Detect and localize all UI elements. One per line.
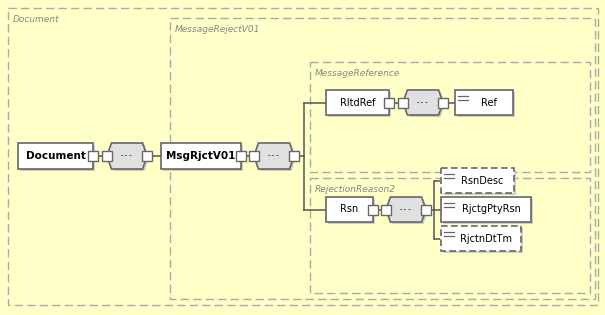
Bar (438, 98, 448, 107)
FancyBboxPatch shape (441, 226, 521, 251)
Polygon shape (386, 197, 426, 222)
FancyBboxPatch shape (163, 145, 243, 171)
FancyBboxPatch shape (328, 199, 375, 224)
FancyBboxPatch shape (161, 143, 241, 169)
Text: Rsn: Rsn (341, 204, 359, 215)
Polygon shape (256, 145, 296, 171)
Text: ---: --- (399, 205, 413, 214)
Polygon shape (109, 145, 149, 171)
Text: ---: --- (416, 98, 430, 107)
Bar (236, 151, 246, 161)
FancyBboxPatch shape (457, 92, 515, 117)
Text: Ref: Ref (481, 98, 497, 107)
Bar (249, 151, 259, 161)
FancyBboxPatch shape (328, 92, 391, 117)
Text: ---: --- (120, 152, 134, 161)
Bar (170, 18, 595, 299)
FancyBboxPatch shape (441, 168, 514, 193)
Bar (381, 204, 391, 215)
Polygon shape (107, 143, 147, 169)
FancyBboxPatch shape (443, 228, 523, 253)
Text: ---: --- (267, 152, 281, 161)
Bar (310, 62, 590, 172)
FancyBboxPatch shape (441, 197, 531, 222)
FancyBboxPatch shape (326, 197, 373, 222)
Bar (289, 151, 299, 161)
Text: RjctnDtTm: RjctnDtTm (460, 233, 512, 243)
FancyBboxPatch shape (443, 170, 516, 195)
Polygon shape (405, 92, 445, 117)
FancyBboxPatch shape (326, 90, 389, 115)
FancyBboxPatch shape (443, 199, 533, 224)
Bar (142, 151, 152, 161)
Bar (88, 151, 98, 161)
Bar (368, 204, 378, 215)
Text: MessageRejectV01: MessageRejectV01 (175, 25, 260, 33)
FancyBboxPatch shape (455, 90, 513, 115)
FancyBboxPatch shape (18, 143, 93, 169)
Text: RsnDesc: RsnDesc (461, 175, 504, 186)
Text: Document: Document (25, 151, 85, 161)
Bar (421, 204, 431, 215)
Bar (384, 98, 394, 107)
Text: Document: Document (13, 14, 60, 24)
Bar (102, 151, 112, 161)
Text: MessageReference: MessageReference (315, 68, 401, 77)
Text: RltdRef: RltdRef (340, 98, 375, 107)
Polygon shape (403, 90, 443, 115)
Text: RejectionReason2: RejectionReason2 (315, 185, 396, 193)
FancyBboxPatch shape (20, 145, 95, 171)
Bar (310, 178, 590, 293)
Text: MsgRjctV01: MsgRjctV01 (166, 151, 236, 161)
Polygon shape (388, 199, 428, 224)
Text: RjctgPtyRsn: RjctgPtyRsn (462, 204, 520, 215)
Bar (398, 98, 408, 107)
Polygon shape (254, 143, 294, 169)
